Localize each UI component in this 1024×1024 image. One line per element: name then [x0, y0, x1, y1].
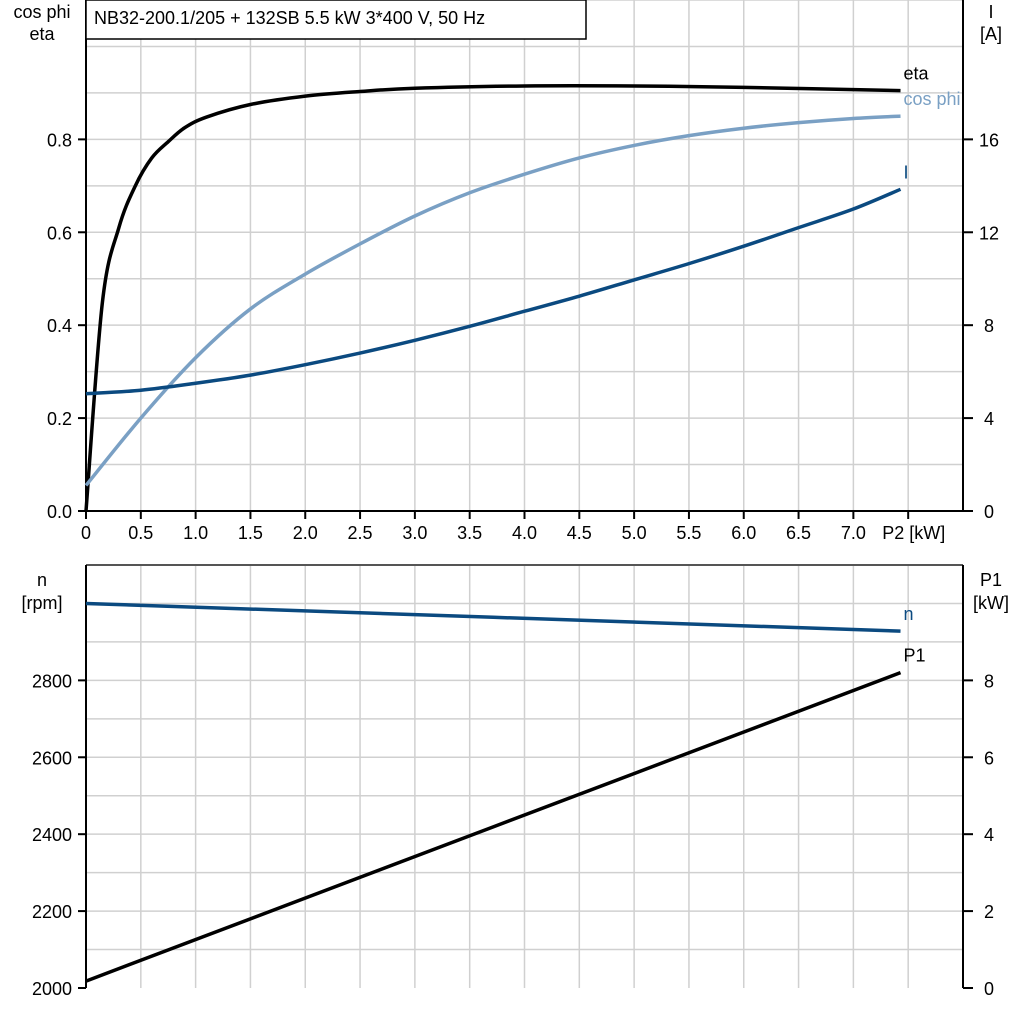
series-label-n: n: [904, 604, 914, 624]
y-tick-label-right: 12: [979, 223, 999, 243]
y-tick-label-left: 2600: [32, 748, 72, 768]
y-tick-label-right: 4: [984, 825, 994, 845]
y-axis-label-right: [kW]: [973, 593, 1009, 613]
y-axis-label-left: [rpm]: [21, 593, 62, 613]
x-tick-label: 6.5: [786, 523, 811, 543]
y-tick-label-left: 0.0: [47, 502, 72, 522]
series-line-n: [85, 601, 901, 633]
chart-title: NB32-200.1/205 + 132SB 5.5 kW 3*400 V, 5…: [94, 8, 485, 28]
x-tick-label: 5.5: [676, 523, 701, 543]
y-tick-label-left: 0.8: [47, 130, 72, 150]
y-tick-label-left: 2800: [32, 671, 72, 691]
x-tick-label: 5.0: [622, 523, 647, 543]
y-tick-label-left: 0.6: [47, 223, 72, 243]
series-line-eta: [84, 83, 901, 512]
series-label-cos-phi: cos phi: [904, 89, 961, 109]
x-tick-label: 0: [81, 523, 91, 543]
y-tick-label-left: 2200: [32, 902, 72, 922]
x-tick-label: 6.0: [731, 523, 756, 543]
y-tick-label-right: 8: [984, 316, 994, 336]
x-tick-label: 4.0: [512, 523, 537, 543]
y-tick-label-left: 0.4: [47, 316, 72, 336]
series-line-i: [85, 187, 902, 396]
x-tick-label: 0.5: [128, 523, 153, 543]
y-axis-label-right: [A]: [980, 24, 1002, 44]
x-tick-label: 7.0: [841, 523, 866, 543]
y-axis-label-right: I: [988, 2, 993, 22]
series-label-eta: eta: [904, 64, 930, 84]
y-axis-label-left: n: [37, 570, 47, 590]
y-tick-label-right: 0: [984, 979, 994, 999]
x-tick-label: 2.5: [348, 523, 373, 543]
y-tick-label-right: 0: [984, 502, 994, 522]
y-tick-label-right: 16: [979, 130, 999, 150]
series-label-p1: P1: [904, 646, 926, 666]
y-tick-label-right: 2: [984, 902, 994, 922]
x-tick-label: 3.0: [402, 523, 427, 543]
x-axis-label: P2 [kW]: [882, 523, 945, 543]
y-axis-label-left: cos phi: [13, 2, 70, 22]
y-tick-label-left: 2000: [32, 979, 72, 999]
series-line-cos-phi: [84, 114, 901, 487]
y-tick-label-left: 2400: [32, 825, 72, 845]
y-axis-label-right: P1: [980, 570, 1002, 590]
series-line-p1: [85, 671, 902, 983]
x-tick-label: 1.5: [238, 523, 263, 543]
y-tick-label-right: 8: [984, 671, 994, 691]
y-tick-label-right: 6: [984, 748, 994, 768]
x-tick-label: 4.5: [567, 523, 592, 543]
series-label-i: I: [904, 162, 909, 182]
x-tick-label: 2.0: [293, 523, 318, 543]
title-box: [85, 0, 587, 40]
y-axis-label-left: eta: [29, 24, 55, 44]
y-tick-label-left: 0.2: [47, 409, 72, 429]
x-tick-label: 1.0: [183, 523, 208, 543]
y-tick-label-right: 4: [984, 409, 994, 429]
x-tick-label: 3.5: [457, 523, 482, 543]
